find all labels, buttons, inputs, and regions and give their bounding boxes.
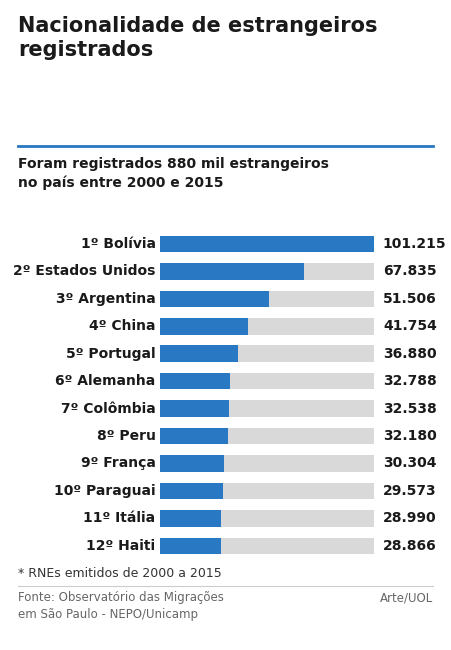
Bar <box>160 236 374 252</box>
Text: 29.573: 29.573 <box>383 484 437 498</box>
Text: 11º Itália: 11º Itália <box>83 512 156 525</box>
Bar <box>160 483 374 499</box>
Bar <box>160 346 238 362</box>
Text: 67.835: 67.835 <box>383 265 437 278</box>
Bar <box>160 538 374 554</box>
Bar <box>160 373 374 389</box>
Text: Fonte: Observatório das Migrações
em São Paulo - NEPO/Unicamp: Fonte: Observatório das Migrações em São… <box>18 592 224 621</box>
Bar <box>160 400 374 417</box>
Text: 32.788: 32.788 <box>383 374 437 388</box>
Text: 8º Peru: 8º Peru <box>97 429 156 443</box>
Bar <box>160 483 223 499</box>
Text: 7º Colômbia: 7º Colômbia <box>61 402 156 415</box>
Text: 28.990: 28.990 <box>383 512 437 525</box>
Text: 9º França: 9º França <box>81 456 156 471</box>
Bar <box>160 318 249 335</box>
Bar <box>160 263 304 280</box>
Text: Foram registrados 880 mil estrangeiros
no país entre 2000 e 2015: Foram registrados 880 mil estrangeiros n… <box>18 157 329 190</box>
Text: 51.506: 51.506 <box>383 292 437 306</box>
Text: 10º Paraguai: 10º Paraguai <box>54 484 156 498</box>
Text: Nacionalidade de estrangeiros
registrados: Nacionalidade de estrangeiros registrado… <box>18 16 377 60</box>
Text: 32.180: 32.180 <box>383 429 437 443</box>
Text: * RNEs emitidos de 2000 a 2015: * RNEs emitidos de 2000 a 2015 <box>18 567 222 580</box>
Bar <box>160 373 230 389</box>
Text: 28.866: 28.866 <box>383 539 437 552</box>
Bar <box>160 318 374 335</box>
Text: 12º Haiti: 12º Haiti <box>87 539 156 552</box>
Text: 32.538: 32.538 <box>383 402 437 415</box>
Bar <box>160 346 374 362</box>
Text: 101.215: 101.215 <box>383 237 446 251</box>
Bar <box>160 455 224 472</box>
Text: 4º China: 4º China <box>89 319 156 333</box>
Bar <box>160 510 221 526</box>
Text: 30.304: 30.304 <box>383 456 437 471</box>
Text: 36.880: 36.880 <box>383 346 437 361</box>
Text: Arte/UOL: Arte/UOL <box>380 592 433 604</box>
Text: 1º Bolívia: 1º Bolívia <box>81 237 156 251</box>
Bar <box>160 428 374 444</box>
Bar <box>160 400 229 417</box>
Text: 3º Argentina: 3º Argentina <box>56 292 156 306</box>
Text: 41.754: 41.754 <box>383 319 437 333</box>
Text: 2º Estados Unidos: 2º Estados Unidos <box>13 265 156 278</box>
Bar <box>160 291 269 307</box>
Bar <box>160 455 374 472</box>
Bar <box>160 236 374 252</box>
Bar <box>160 510 374 526</box>
Text: 5º Portugal: 5º Portugal <box>66 346 156 361</box>
Bar <box>160 291 374 307</box>
Bar <box>160 538 221 554</box>
Bar <box>160 263 374 280</box>
Text: 6º Alemanha: 6º Alemanha <box>55 374 156 388</box>
Bar <box>160 428 228 444</box>
